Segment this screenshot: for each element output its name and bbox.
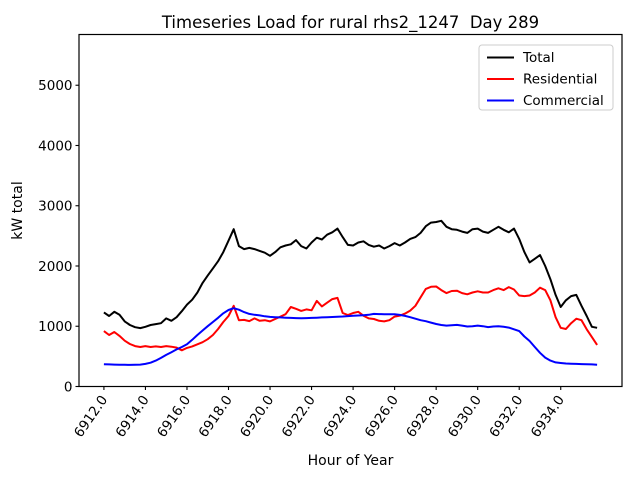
legend-label-residential: Residential [523, 72, 597, 88]
y-tick-label: 4000 [38, 138, 72, 154]
legend-box [478, 44, 614, 111]
series-line-total [103, 219, 598, 330]
x-tick-label: 6912.0 [71, 393, 111, 441]
legend-label-total: Total [522, 50, 555, 66]
x-tick-label: 6926.0 [362, 393, 402, 441]
x-tick-label: 6932.0 [486, 393, 526, 441]
x-tick-label: 6920.0 [237, 393, 277, 441]
x-tick-label: 6928.0 [403, 393, 443, 441]
x-axis-label: Hour of Year [308, 453, 394, 469]
chart-title: Timeseries Load for rural rhs2_1247 Day … [161, 13, 539, 33]
y-axis-label: kW total [10, 181, 26, 239]
legend-label-commercial: Commercial [523, 93, 604, 109]
y-tick-label: 5000 [38, 78, 72, 94]
x-tick-label: 6922.0 [279, 393, 319, 441]
x-tick-label: 6916.0 [154, 393, 194, 441]
y-tick-label: 2000 [38, 259, 72, 275]
plot-frame [78, 33, 623, 388]
x-tick-label: 6918.0 [196, 393, 236, 441]
x-tick-label: 6914.0 [113, 393, 153, 441]
y-tick-label: 3000 [38, 199, 72, 215]
y-tick-label: 0 [64, 379, 73, 395]
x-tick-label: 6934.0 [528, 393, 568, 441]
series-line-commercial [103, 307, 598, 366]
x-tick-label: 6930.0 [445, 393, 485, 441]
y-tick-label: 1000 [38, 319, 72, 335]
x-tick-label: 6924.0 [320, 393, 360, 441]
series-line-residential [103, 285, 598, 352]
